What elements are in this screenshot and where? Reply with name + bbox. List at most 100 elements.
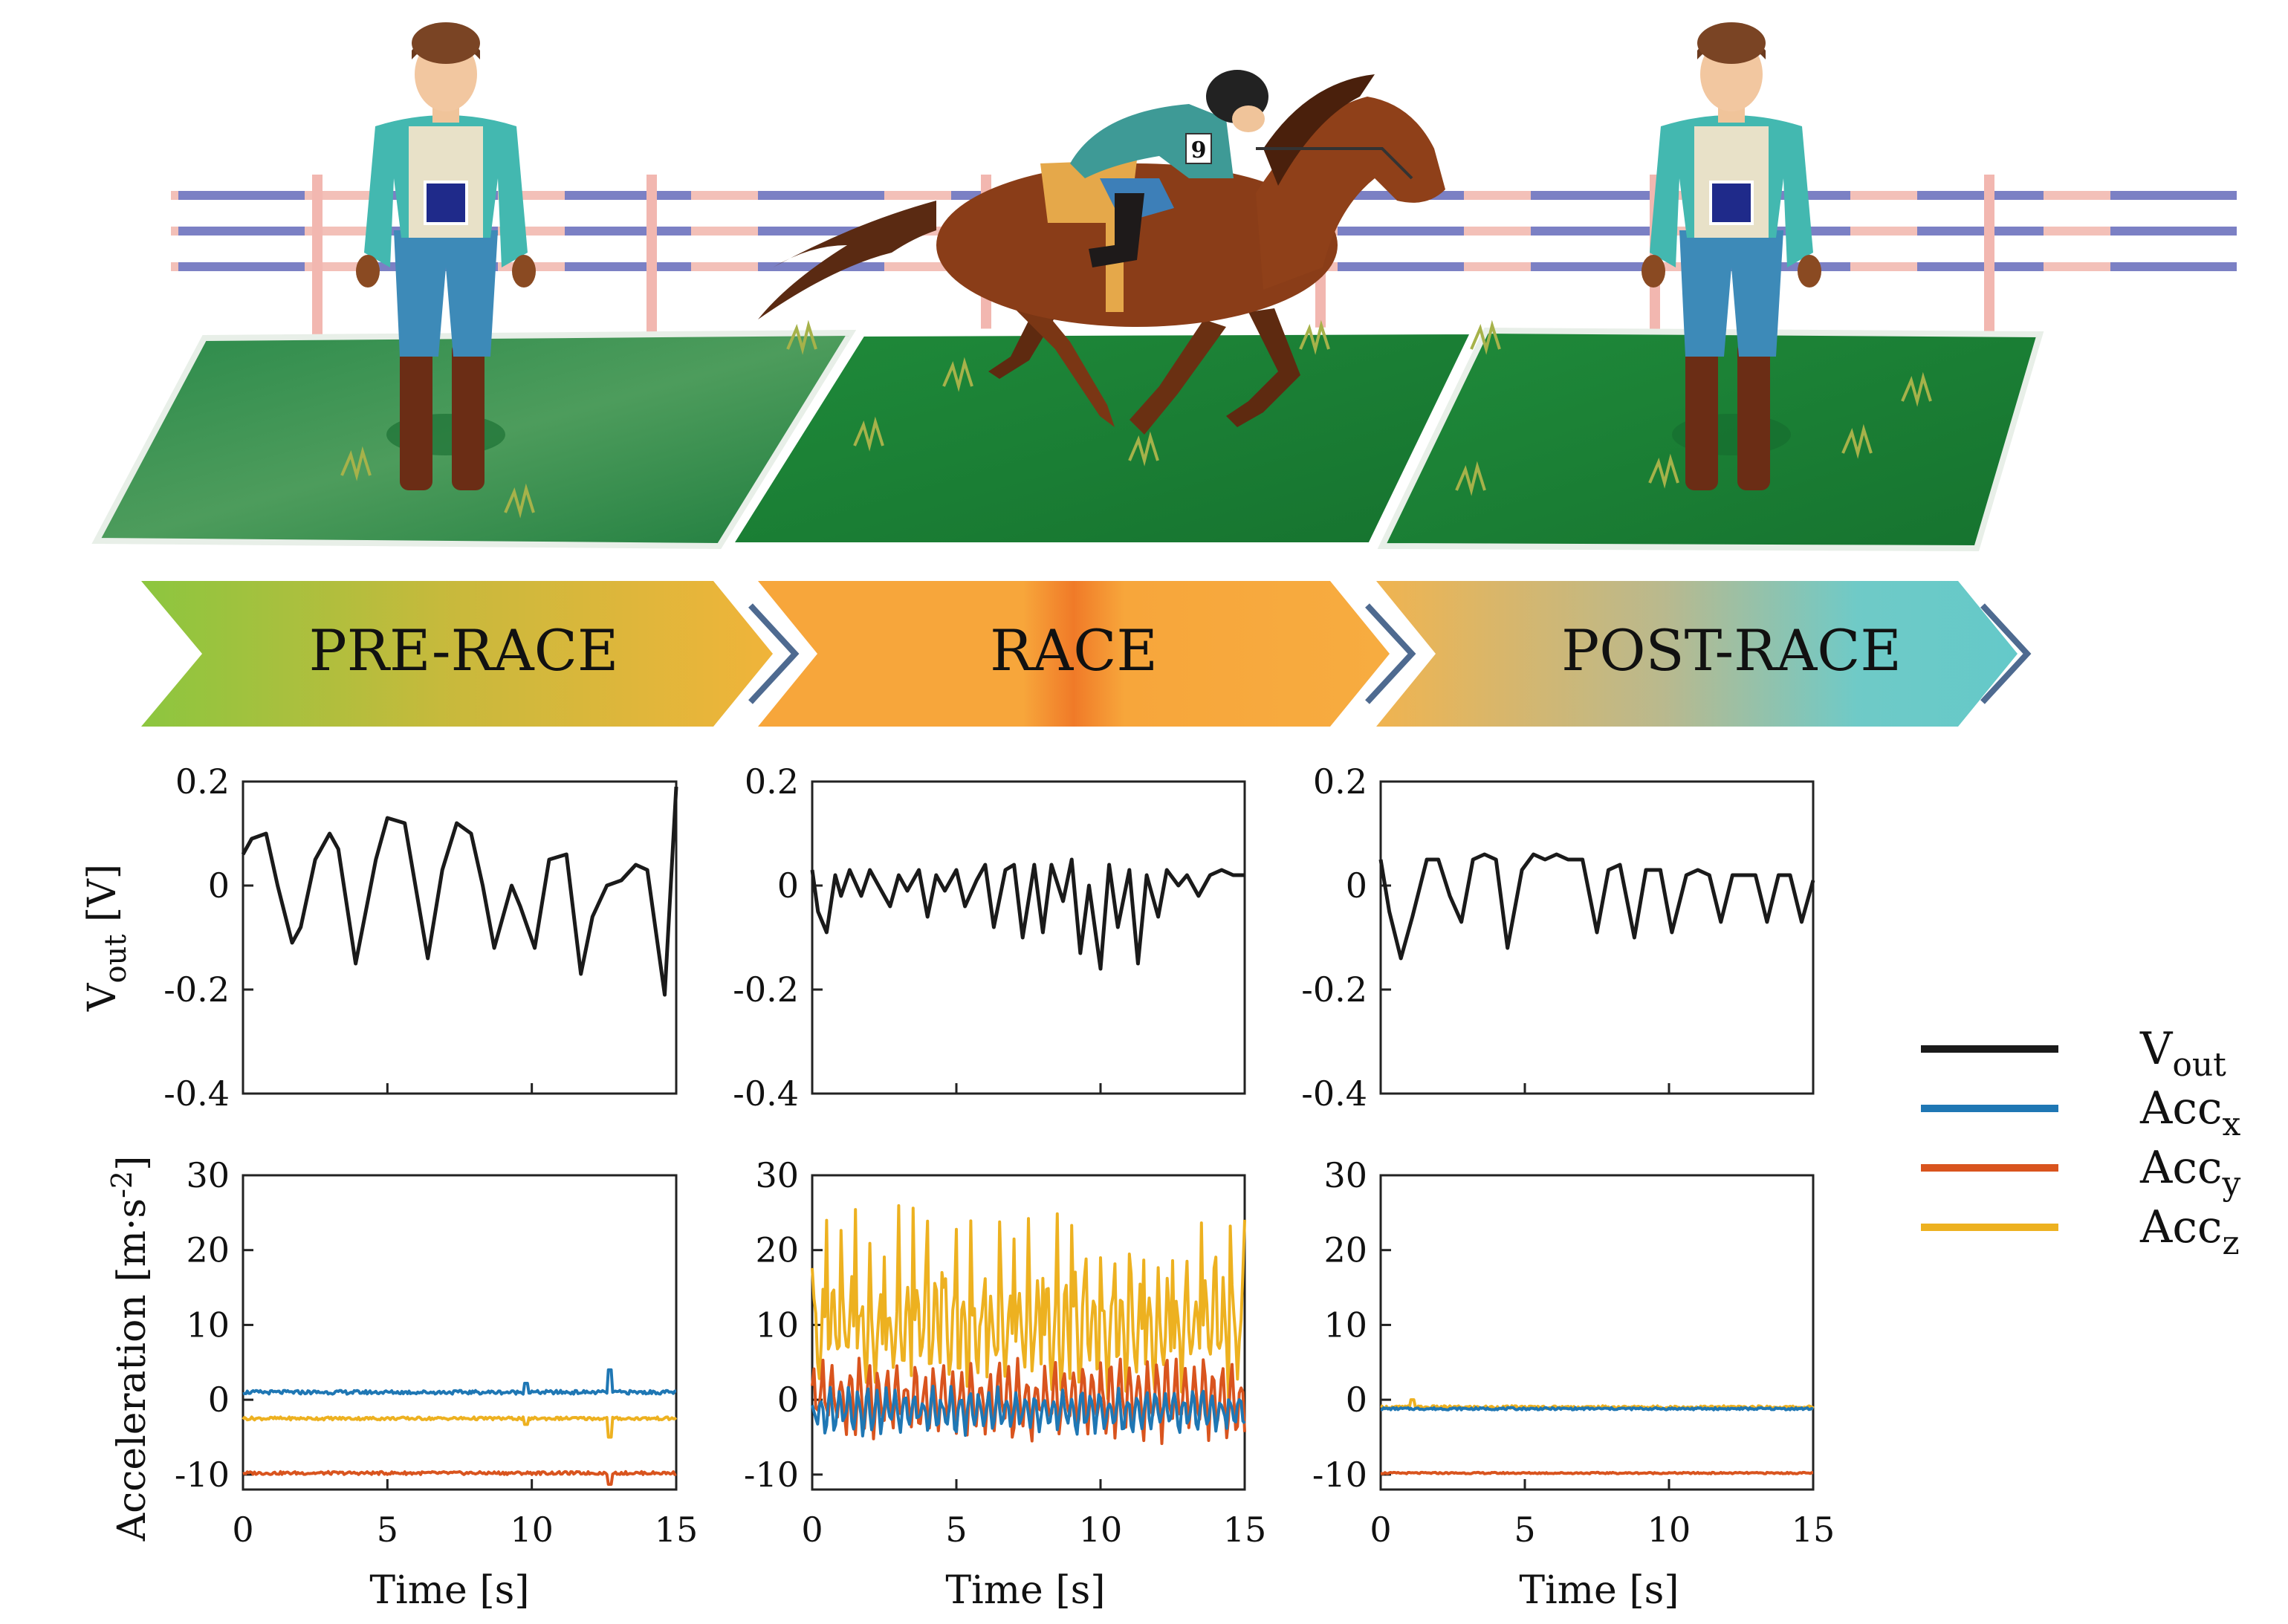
series-line-vout [810,857,1245,971]
series-line-vout [241,786,678,997]
rider-face [1232,105,1265,132]
y-axis-label-acc: Acceleration [m·s-2] [106,1156,155,1542]
y-tick-label: 0 [777,1380,799,1420]
y-tick-label: 30 [1323,1155,1367,1195]
stage-arrow-pre [141,581,773,727]
jockey-standing-pre [356,22,536,490]
stage-arrow-post [1376,581,2018,727]
y-tick-label: 30 [186,1155,230,1195]
y-tick-label: -0.2 [1301,969,1367,1010]
grass-tuft [340,446,372,481]
fence-rail-segment [178,262,305,271]
vout-chart-post-race: -0.4 -0.2 0 0.2 [1301,761,1815,1114]
legend-label-accy: Accy [2139,1142,2241,1203]
x-tick-label: 15 [1223,1510,1267,1550]
y-tick-label: 0.2 [745,761,799,802]
grass-tuft [853,416,884,452]
x-tick-label: 15 [655,1510,699,1550]
plot-frame [242,780,678,1095]
fence-post [312,175,323,338]
y-tick-label: 0 [1346,865,1367,906]
horse-and-jockey: 9 [758,70,1445,435]
y-tick-label: 30 [755,1155,799,1195]
plot-frame [1379,780,1815,1095]
x-tick-label: 5 [1514,1510,1535,1550]
x-tick-label: 5 [377,1510,398,1550]
chevron-divider-icon [748,603,800,704]
y-tick-label: 20 [186,1230,230,1270]
legend: Vout Accx Accy Accz [1921,1023,2241,1262]
fence-rail-segment [1917,227,2044,236]
y-tick-label: 20 [755,1230,799,1270]
x-tick-label: 15 [1792,1510,1835,1550]
fence-rail-segment [2110,262,2237,271]
rider-bib-number: 9 [1191,137,1207,163]
horse-leg [1226,308,1300,427]
jockey-standing-post [1642,22,1821,490]
y-tick-label: 10 [1323,1305,1367,1345]
fence-rail-segment [1531,262,1657,271]
legend-label-accz: Accz [2139,1201,2240,1262]
horse-mane [1263,74,1375,186]
grass-tuft [1455,461,1486,496]
vout-chart-race: -0.4 -0.2 0 0.2 [733,761,1246,1114]
plot-frame [242,1174,678,1491]
grass-panel-race [721,326,1481,550]
fence-rail-segment [2110,191,2237,200]
horse-tail [758,201,936,319]
grass-tuft [1841,423,1873,459]
y-tick-label: 0 [208,865,230,906]
fence-rail-segment [1531,227,1657,236]
series-line-accy [811,1357,1246,1446]
charts-grid: -0.4-0.200.2-0.4-0.200.2-0.4-0.200.2-100… [163,761,1835,1550]
series-line-accy [242,1469,677,1486]
race-illustration: 9 [91,22,2237,552]
horse-leg [1130,319,1226,435]
x-tick-label: 0 [232,1510,253,1550]
plot-frame [811,1174,1246,1491]
y-tick-label: -0.4 [733,1074,799,1114]
fence-rail-segment [2110,227,2237,236]
y-tick-label: 0.2 [1313,761,1367,802]
series-line-accx [811,1385,1246,1438]
fence-rail-segment [1917,191,2044,200]
fence-rail-segment [1338,262,1464,271]
y-tick-label: -10 [744,1455,799,1495]
stage-banner: PRE-RACE RACE POST-RACE [141,581,2032,727]
grass-tuft [504,483,535,519]
x-tick-label: 10 [510,1510,554,1550]
series-line-accz [811,1204,1246,1400]
vout-chart-pre-race: -0.4 -0.2 0 0.2 [163,761,678,1114]
y-tick-label: -0.4 [1301,1074,1367,1114]
fence-rail-segment [178,191,305,200]
y-tick-label: 10 [186,1305,230,1345]
x-tick-label: 0 [1370,1510,1391,1550]
y-tick-label: 0 [1346,1380,1367,1420]
rider-bib [1185,133,1212,164]
series-line-vout [1378,852,1815,961]
y-tick-label: 20 [1323,1230,1367,1270]
legend-label-vout: Vout [2139,1023,2226,1084]
y-tick-label: 0 [208,1380,230,1420]
chevron-end-icon [1980,603,2032,704]
x-axis-label: Time [s] [945,1568,1105,1613]
fence-rail-segment [1531,191,1657,200]
grass-tuft [942,357,973,392]
x-axis-label: Time [s] [369,1568,529,1613]
y-tick-label: -10 [175,1455,230,1495]
grass-tuft [1470,319,1501,355]
y-tick-label: 0.2 [175,761,230,802]
grass-tuft [1128,431,1159,467]
x-tick-label: 5 [945,1510,967,1550]
fence-rail-segment [1917,262,2044,271]
grass-tuft [786,319,817,355]
grass-tuft [1648,453,1679,489]
x-tick-label: 10 [1647,1510,1691,1550]
rider-boot [1089,193,1144,267]
horse-leg [988,279,1115,427]
fence-rail-segment [565,191,691,200]
